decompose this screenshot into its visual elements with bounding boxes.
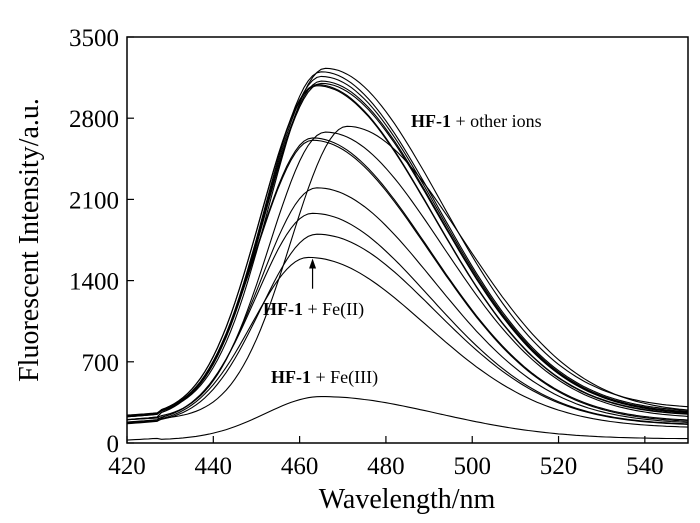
annotation-fe-iii: HF-1 + Fe(III) [271, 367, 378, 388]
y-tick-label: 2100 [69, 187, 119, 214]
annotation-other-ions: HF-1 + other ions [411, 111, 542, 131]
y-axis-title: Fluorescent Intensity/a.u. [14, 98, 45, 382]
arrow-head [309, 258, 317, 269]
x-axis-title: Wavelength/nm [319, 484, 496, 515]
emission-curve-10 [126, 137, 689, 421]
x-tick-label: 440 [195, 453, 233, 480]
y-tick-label: 700 [82, 350, 120, 377]
x-tick-label: 460 [281, 453, 319, 480]
emission-curve-7 [126, 85, 689, 418]
ticks-group: 420 440 460 480 500 520 540 0 700 1400 2100 2800 350… [69, 25, 664, 480]
y-tick-label: 1400 [69, 269, 119, 296]
x-tick-label: 480 [367, 453, 405, 480]
emission-curve-14 [126, 233, 689, 425]
fe-ii-arrow [309, 258, 317, 289]
emission-curve-9 [126, 131, 689, 421]
x-tick-label: 500 [453, 453, 491, 480]
emission-curve-8 [126, 125, 689, 421]
annotation-fe-ii: HF-1 + Fe(II) [263, 299, 364, 320]
y-tick-label: 0 [107, 431, 120, 458]
emission-curve-1 [126, 67, 689, 416]
emission-curve-13 [126, 212, 689, 425]
plot-frame [126, 36, 689, 444]
x-tick-label: 420 [108, 453, 146, 480]
y-tick-label: 3500 [69, 25, 119, 52]
x-tick-label: 540 [626, 453, 664, 480]
emission-curve-11 [126, 139, 689, 422]
y-tick-label: 2800 [69, 106, 119, 133]
x-tick-label: 520 [540, 453, 578, 480]
emission-curve-16 [126, 396, 688, 441]
emission-curve-15 [126, 256, 689, 428]
curves-group [126, 67, 689, 441]
